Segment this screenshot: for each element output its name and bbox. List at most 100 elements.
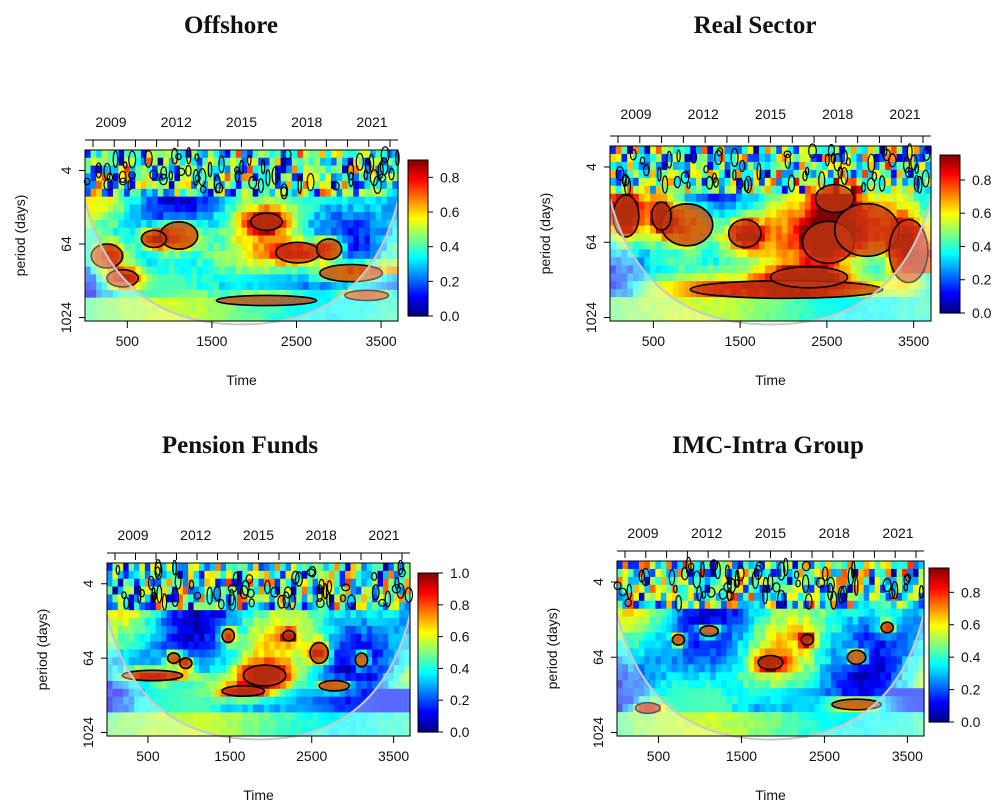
significance-region [178,657,193,670]
significance-region [638,569,646,583]
significance-region [910,154,918,171]
significance-region [228,593,237,612]
top-tick-label: 2018 [822,106,853,122]
significance-region [730,147,739,168]
significance-region [757,654,784,671]
x-axis-label: Time [243,787,274,803]
significance-region [326,592,332,608]
significance-region [404,587,414,603]
significance-region [271,166,279,185]
significance-region [690,151,698,164]
significance-region [732,169,737,181]
x-tick-label: 1500 [214,748,245,764]
significance-region [121,669,184,682]
y-tick-label: 1024 [590,717,606,748]
significance-region [880,621,895,634]
significance-region [186,146,192,165]
significance-region [739,159,746,173]
significance-region [801,561,811,572]
significance-region [174,572,182,590]
significance-region [138,588,145,598]
significance-region [283,586,293,599]
significance-region [618,587,627,597]
significance-region [826,576,835,593]
significance-region [95,162,103,179]
significance-region [671,633,686,646]
significance-region [706,587,716,598]
significance-region [197,168,207,187]
significance-region [316,584,323,594]
significance-region [657,166,662,182]
significance-region [151,591,157,601]
x-tick-label: 1500 [725,333,756,349]
plot-frame [84,149,399,322]
top-tick-label: 2018 [819,525,850,541]
significance-region [756,162,762,181]
significance-region [733,579,740,588]
x-axis-label: Time [226,372,257,388]
y-tick-label: 1024 [58,302,74,333]
significance-region [642,164,650,177]
significance-region [369,169,379,187]
colorbar [939,154,961,314]
colorbar-tick-label: 0.8 [450,597,470,613]
significance-region [705,176,714,190]
significance-region [801,574,810,594]
significance-region [783,557,789,577]
plot-frame [616,560,925,737]
cone-of-influence [609,198,932,326]
x-tick-label: 3500 [898,333,929,349]
significance-region [103,162,112,181]
significance-region [822,566,829,582]
significance-region [331,181,340,191]
significance-region [221,627,236,644]
top-tick-label: 2015 [243,527,274,543]
significance-region [714,149,723,166]
x-tick-label: 1500 [196,333,227,349]
significance-region [680,171,690,184]
significance-region [709,559,719,571]
significance-region [175,153,182,161]
significance-region [144,149,153,168]
significance-region [845,157,851,167]
significance-region [815,577,826,588]
significance-region [306,568,316,577]
significance-region [207,161,213,178]
cone-of-influence-shade [107,614,410,740]
significance-region [703,165,709,174]
significance-region [315,598,325,609]
top-tick-label: 2012 [691,525,722,541]
colorbar-tick-label: 0.8 [440,169,460,185]
colorbar-tick-label: 0.2 [440,273,460,289]
significance-region [218,598,225,610]
significance-region [128,150,137,169]
top-tick-label: 2015 [226,114,257,130]
significance-region [396,583,405,599]
significance-region [248,175,258,190]
significance-region [734,569,740,588]
significance-region [280,183,289,200]
y-tick-label: 64 [590,649,606,665]
colorbar-tick-label: 0.0 [440,308,460,324]
significance-region [903,582,909,592]
y-tick-label: 4 [80,580,96,588]
significance-region [136,585,142,604]
significance-region [193,591,202,600]
significance-region [315,238,343,261]
significance-region [716,147,724,157]
y-tick-label: 1024 [80,717,96,748]
cone-of-influence-shade [610,198,931,325]
significance-region [902,156,910,174]
x-axis-label: Time [755,372,786,388]
significance-region [326,580,333,594]
significance-region [388,167,395,181]
significance-region [882,578,892,593]
colorbar-tick-label: 0.4 [961,649,981,665]
significance-region [344,289,390,302]
x-tick-label: 2500 [296,748,327,764]
significance-region [787,174,796,192]
significance-region [726,590,735,601]
significance-region [265,169,271,187]
significance-region [673,175,682,189]
x-tick-label: 3500 [892,748,923,764]
